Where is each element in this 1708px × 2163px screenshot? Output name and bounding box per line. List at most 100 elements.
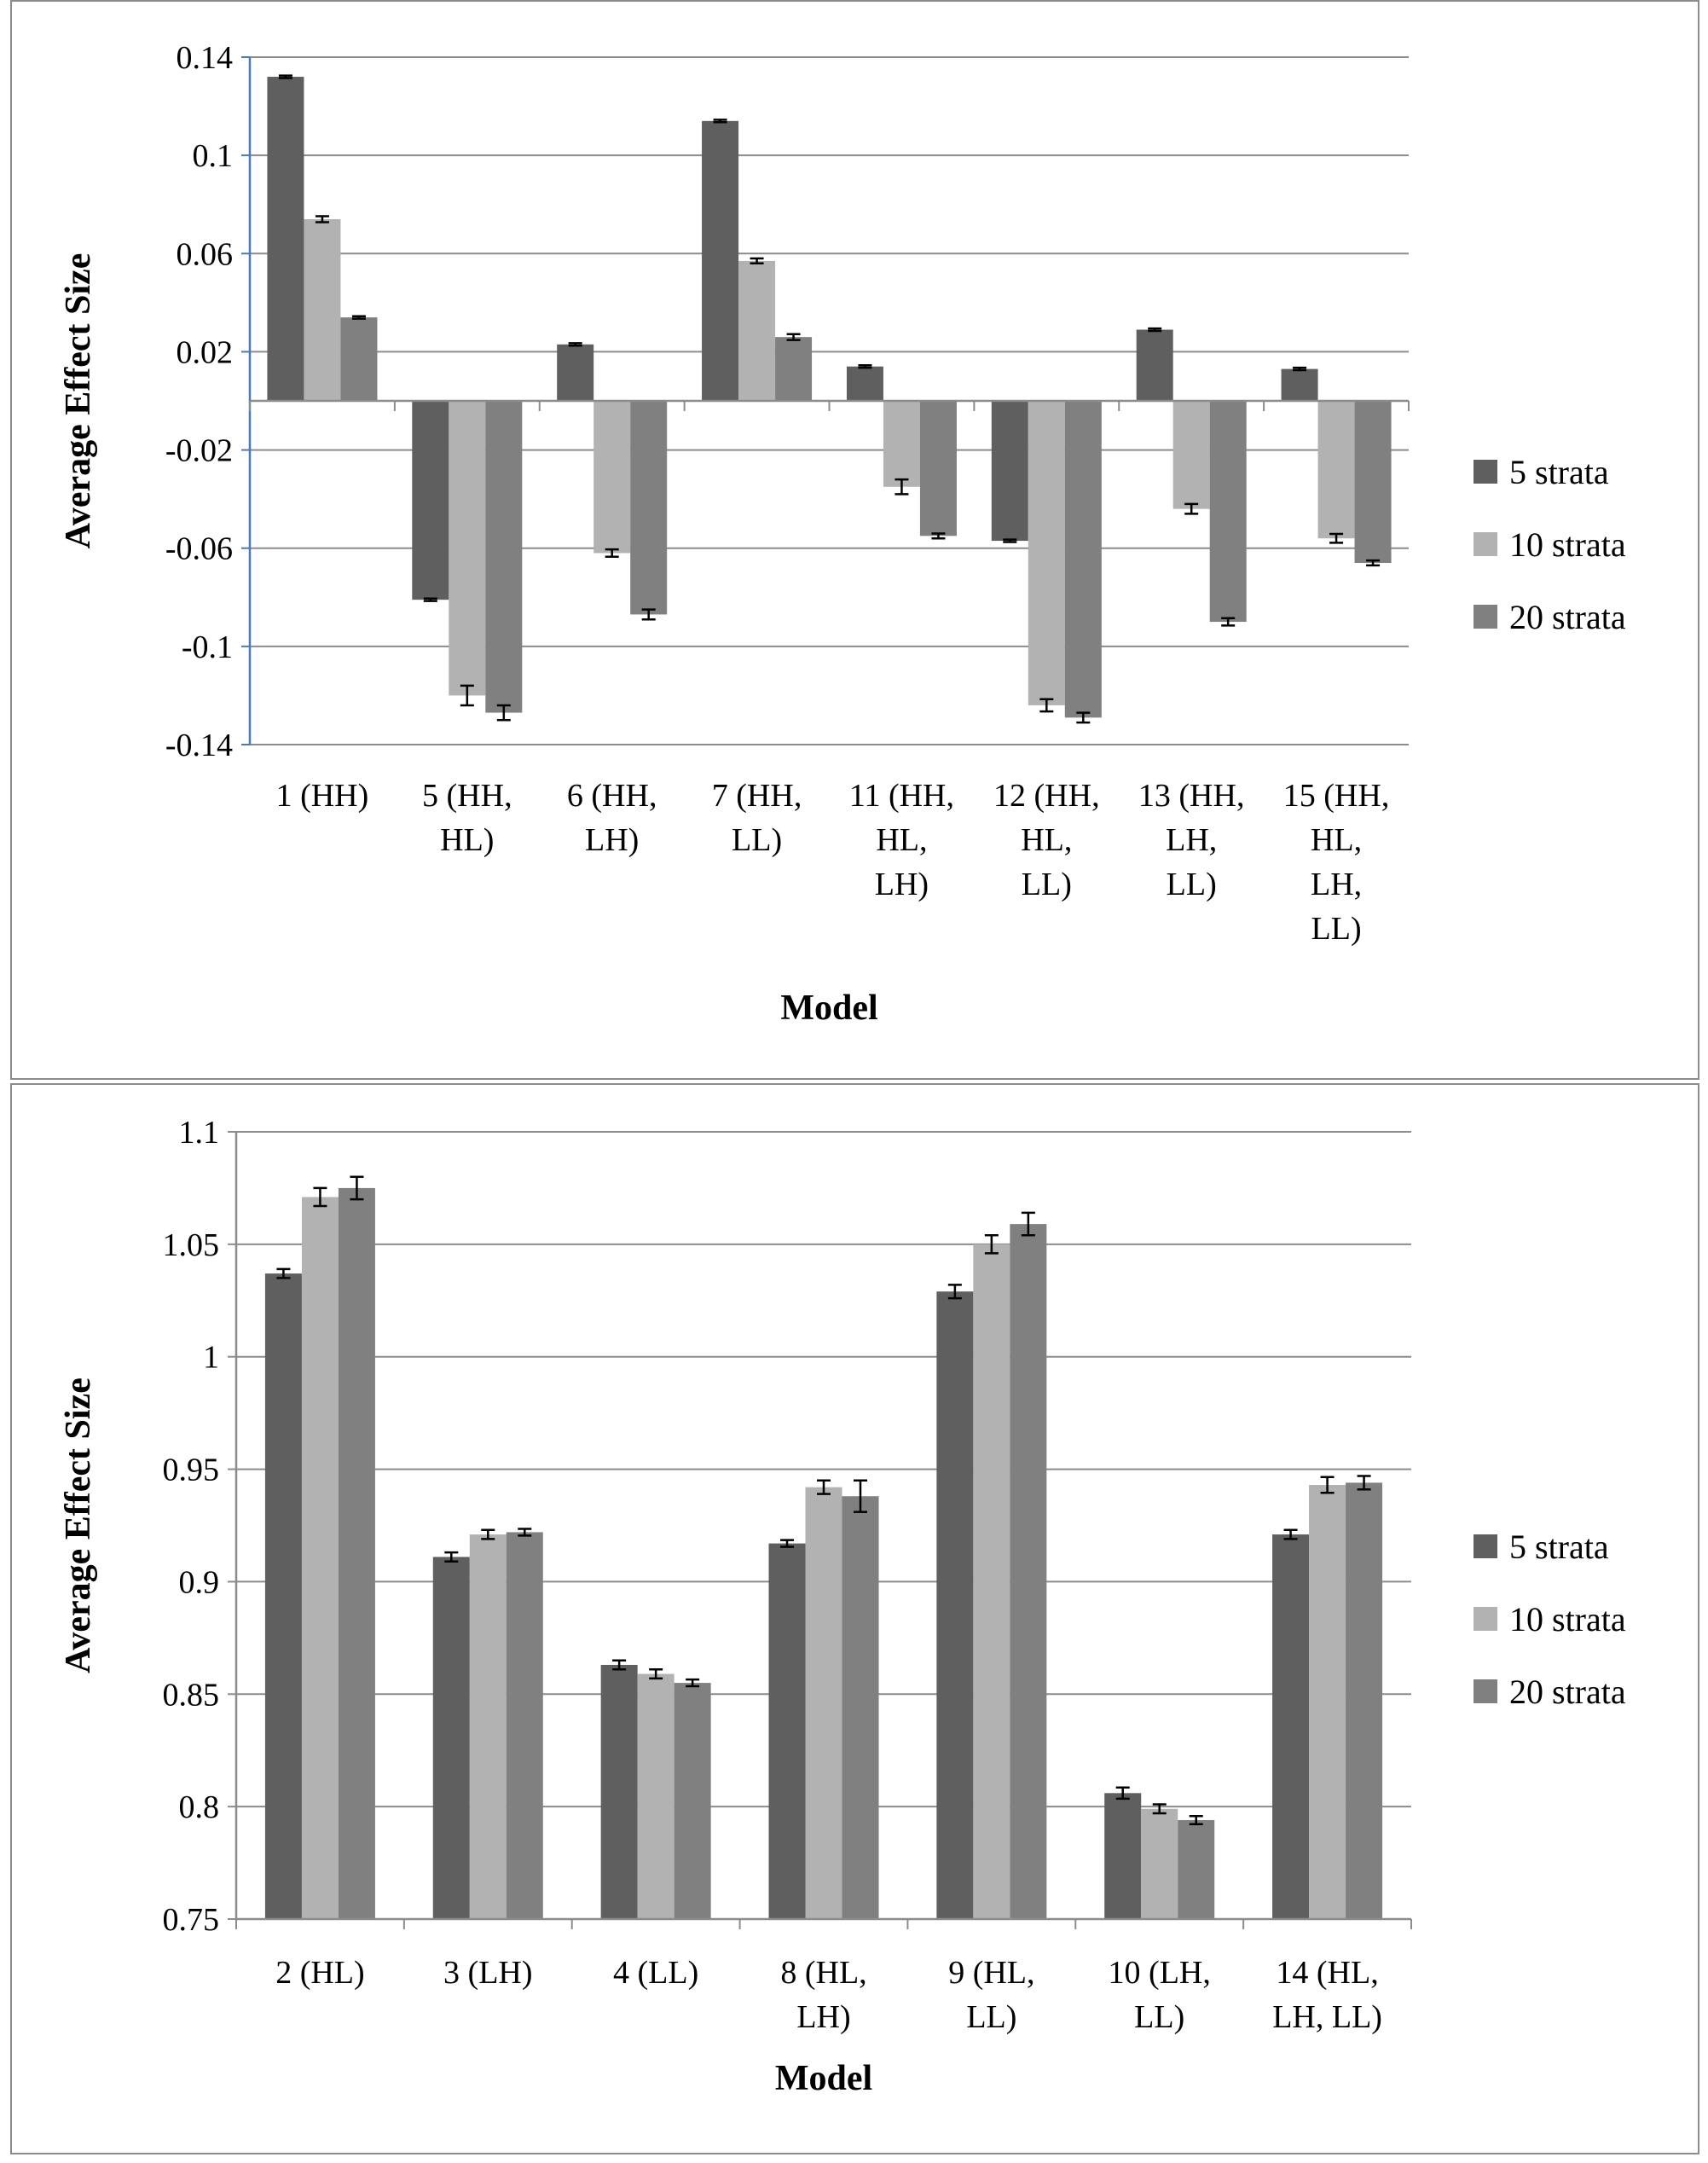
bar-20-strata-6 [1178,1819,1215,1919]
error-bar [423,597,437,602]
error-bar [641,608,656,621]
x-tick-label: 5 (HH, HL) [422,778,512,858]
legend-swatch [1474,605,1497,629]
bar-5-strata-4 [702,120,739,402]
error-bar [351,315,366,320]
y-tick-label: 1.1 [179,1115,220,1151]
bar-20-strata-2 [485,401,523,713]
bar-10-strata-3 [637,1673,675,1919]
bar-5-strata-7 [1136,329,1173,401]
legend-label: 10 strata [1509,525,1626,564]
bar-5-strata-2 [432,1557,470,1919]
error-bar [1076,711,1091,724]
error-bar [1152,1803,1167,1815]
x-tick-label: 12 (HH, HL, LL) [993,778,1100,902]
y-axis-title: Average Effect Size [59,1377,98,1673]
bar-5-strata-5 [936,1291,974,1919]
bar-5-strata-8 [1281,368,1318,401]
error-bar [713,119,727,124]
legend: 5 strata 10 strata 20 strata [1474,1528,1626,1711]
error-bar [1039,698,1054,713]
legend-swatch [1474,460,1497,484]
bar-20-strata-8 [1354,401,1392,563]
error-bar [1189,1814,1203,1825]
bar-5-strata-1 [264,1273,302,1919]
legend-label: 20 strata [1509,1673,1626,1711]
x-axis-title: Model [775,2059,872,2098]
error-bar [518,1528,532,1537]
bar-10-strata-6 [1141,1808,1178,1919]
legend-label: 10 strata [1509,1600,1626,1638]
legend-swatch [1474,1607,1497,1631]
error-bar [278,74,292,79]
bar-20-strata-5 [919,401,957,536]
y-tick-label: 0.9 [179,1564,220,1600]
bar-10-strata-2 [469,1534,507,1919]
bar-20-strata-3 [630,401,668,615]
error-bar [984,1234,999,1255]
error-bar [496,704,511,722]
bar-10-strata-7 [1309,1485,1346,1919]
error-bar [1329,532,1344,544]
error-bar [750,257,764,265]
y-tick-label: 0.95 [163,1453,220,1488]
x-tick-label: 7 (HH, LL) [712,778,802,858]
bar-10-strata-8 [1317,401,1355,539]
y-tick-label: 1 [203,1340,219,1376]
bar-20-strata-1 [338,1187,375,1919]
bar-10-strata-1 [304,218,341,401]
x-tick-label: 9 (HL, LL) [948,1955,1034,2035]
bar-20-strata-1 [340,317,378,401]
bar-20-strata-3 [674,1683,711,1919]
bar-10-strata-7 [1172,401,1210,509]
y-tick-label: -0.06 [165,531,233,567]
y-tick-label: 0.14 [177,40,234,76]
error-bar [931,532,946,540]
error-bar [1184,502,1199,515]
x-tick-label: 3 (LH) [443,1955,532,1991]
y-tick-label: 0.8 [179,1789,220,1825]
x-tick-label: 1 (HH) [276,778,369,814]
chart-1: 0.14 0.1 0.06 0.02 -0.02 -0.06 -0.1 -0.14 1 (HH)… [59,40,1626,1028]
bar-20-strata-4 [775,337,813,401]
error-bar [276,1267,291,1279]
bar-10-strata-4 [738,260,776,401]
error-bar [780,1539,794,1548]
y-tick-label: 0.85 [163,1677,220,1713]
error-bar [1021,1211,1035,1237]
y-tick-label: 1.05 [163,1227,220,1263]
bar-5-strata-6 [991,401,1028,542]
error-bar [1357,1475,1371,1491]
chart-2: 1.1 1.05 1 0.95 0.9 0.85 0.8 0.75 2 (HL) 3 (LH) 4 … [59,1115,1626,2098]
legend-label: 5 strata [1509,1528,1609,1566]
error-bar [1221,617,1236,627]
bar-5-strata-6 [1104,1793,1142,1919]
y-axis-title: Average Effect Size [59,253,98,549]
bar-10-strata-5 [883,401,920,487]
bar-10-strata-3 [593,401,631,554]
x-tick-label: 2 (HL) [275,1955,364,1991]
error-bar [568,342,582,347]
y-tick-label: -0.02 [165,433,233,469]
legend-label: 20 strata [1509,598,1626,636]
error-bar [1283,1528,1298,1540]
error-bar [1115,1786,1130,1801]
x-tick-label: 14 (HL, LH, LL) [1272,1955,1382,2035]
bar-5-strata-5 [846,366,883,401]
x-tick-label: 4 (LL) [613,1955,698,1991]
error-bar [858,364,872,369]
bar-5-strata-3 [557,344,594,401]
legend-swatch [1474,532,1497,556]
x-tick-label: 11 (HH, HL, LH) [849,778,954,902]
error-bar [895,478,909,496]
error-bar [350,1175,364,1201]
bar-20-strata-6 [1064,401,1102,718]
bar-20-strata-2 [506,1532,543,1919]
bar-20-strata-4 [842,1496,879,1919]
y-tick-label: 0.75 [163,1902,220,1938]
bar-10-strata-6 [1028,401,1065,705]
y-tick-label: 0.06 [177,236,234,272]
error-bar [1003,538,1017,543]
bar-5-strata-2 [412,401,449,600]
bar-10-strata-2 [449,401,486,696]
